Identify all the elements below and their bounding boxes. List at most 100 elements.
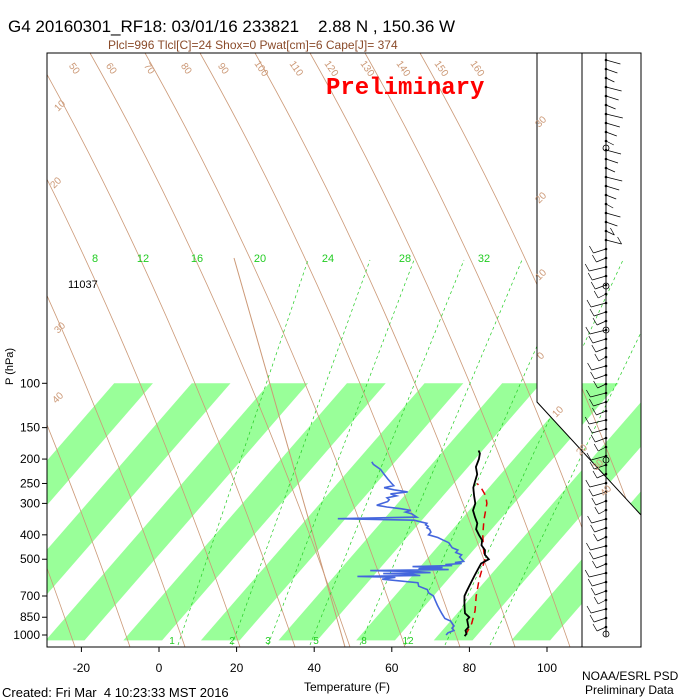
dry-adiabats [47,53,641,647]
wind-barb-feather [617,236,622,245]
x-tick-label: -20 [73,661,91,675]
wind-barb-feather [591,344,597,353]
mixing-ratio-label: 32 [478,253,490,265]
mixing-ratio-label: 16 [191,253,203,265]
wind-barb [593,311,607,317]
mixing-ratio-bottom-label: 12 [402,636,414,647]
wind-barb [605,185,620,191]
wind-barb [593,554,607,560]
isotherm-band [47,383,153,506]
wind-barb-feather [585,479,591,488]
isotherm-band [278,383,541,641]
wind-barb-feather [591,497,597,506]
wind-barb [605,194,617,200]
wind-barb-feather [592,254,597,263]
wind-barb [605,140,614,146]
wind-barb [593,464,607,470]
x-tick-label: 60 [385,661,399,675]
wind-barb [592,428,607,434]
dry-adiabat-line [233,257,346,647]
wind-barbs [584,58,623,638]
dry-adiabat-line [144,53,406,647]
wind-barb-feather [588,488,594,497]
wind-barb-feather [590,524,595,533]
wind-barb [605,104,616,110]
x-tick-label: 20 [230,661,244,675]
y-tick-label: 850 [20,610,40,624]
isotherm-band [47,383,231,595]
wind-barb [605,167,616,173]
wind-barb [605,212,621,218]
calm-wind-circle [602,144,610,152]
wind-barb [598,509,607,515]
dry-adiabat-line [309,53,571,647]
wind-barb-feather [593,380,598,389]
wind-barb-feather [593,290,599,299]
isotherm-band [667,383,700,640]
x-tick-label: 40 [308,661,322,675]
y-tick-label: 300 [20,496,40,510]
mixing-ratio-line [444,259,624,646]
dry-adiabat-line [254,53,516,647]
isotherm-band [47,383,309,641]
preliminary-data-note: Preliminary Data [585,683,674,697]
wind-barb-feather [584,263,590,272]
wind-barb [596,410,607,416]
mixing-ratio-label: 28 [399,253,411,265]
wind-barb [593,401,607,407]
y-tick-label: 200 [20,452,40,466]
wind-barb-feather [590,281,596,290]
wind-barb-feather [590,587,596,596]
wind-barb [597,536,607,542]
wind-barb-feather [592,317,598,326]
calm-wind-circle [602,630,610,638]
dry-adiabat-line [89,53,351,647]
wind-barb-feather [592,623,598,632]
created-timestamp: Created: Fri Mar 4 10:23:33 MST 2016 [2,685,229,700]
preliminary-watermark: Preliminary [326,75,484,102]
wind-barb-feather [590,371,595,380]
wind-barb [591,518,607,524]
chart-title: G4 20160301_RF18: 03/01/16 233821 2.88 N… [8,17,455,36]
wind-barb-feather [587,272,593,281]
mixing-ratio-line [359,259,523,646]
wind-barb [598,446,607,452]
y-axis-title: P (hPa) [4,348,16,385]
mixing-ratio-label: 12 [137,253,149,265]
dry-adiabat-line [47,73,296,647]
wind-barb-feather [592,407,597,416]
wind-barb-feather [585,326,591,335]
wind-barb-feather [592,560,597,569]
wind-barb-feather [584,416,590,425]
x-tick-label: 80 [463,661,477,675]
wind-barb [595,437,607,443]
wind-barb [594,374,607,380]
wind-barb [605,239,622,245]
wind-barb [593,617,607,623]
wind-barb [605,176,623,182]
wind-barb [589,266,607,272]
wind-barb-feather [589,614,595,623]
mixing-ratio-label: 24 [322,253,334,265]
wind-barb [594,527,607,533]
y-tick-label: 400 [20,528,40,542]
plot-frame [46,52,642,648]
wind-barb [595,284,607,290]
dry-adiabat-line [47,178,241,647]
mixing-ratio-line [267,259,415,646]
wind-barb [595,347,607,353]
wind-barb [605,77,615,83]
x-tick-label: 100 [537,661,557,675]
wind-barb-feather [589,398,594,407]
wind-barb-feather [587,515,592,524]
mixing-ratio-bottom-label: 2 [229,636,235,647]
wind-barb [605,113,623,119]
dry-adiabat-line [47,294,186,647]
wind-barb-feather [610,227,615,236]
wind-barb [605,68,618,74]
wind-barb-feather [593,443,599,452]
wind-barb-feather [593,533,598,542]
y-axis: 100 150 200 250 300 400 500 700 850 1000 [13,376,47,642]
wind-barb [605,221,618,227]
